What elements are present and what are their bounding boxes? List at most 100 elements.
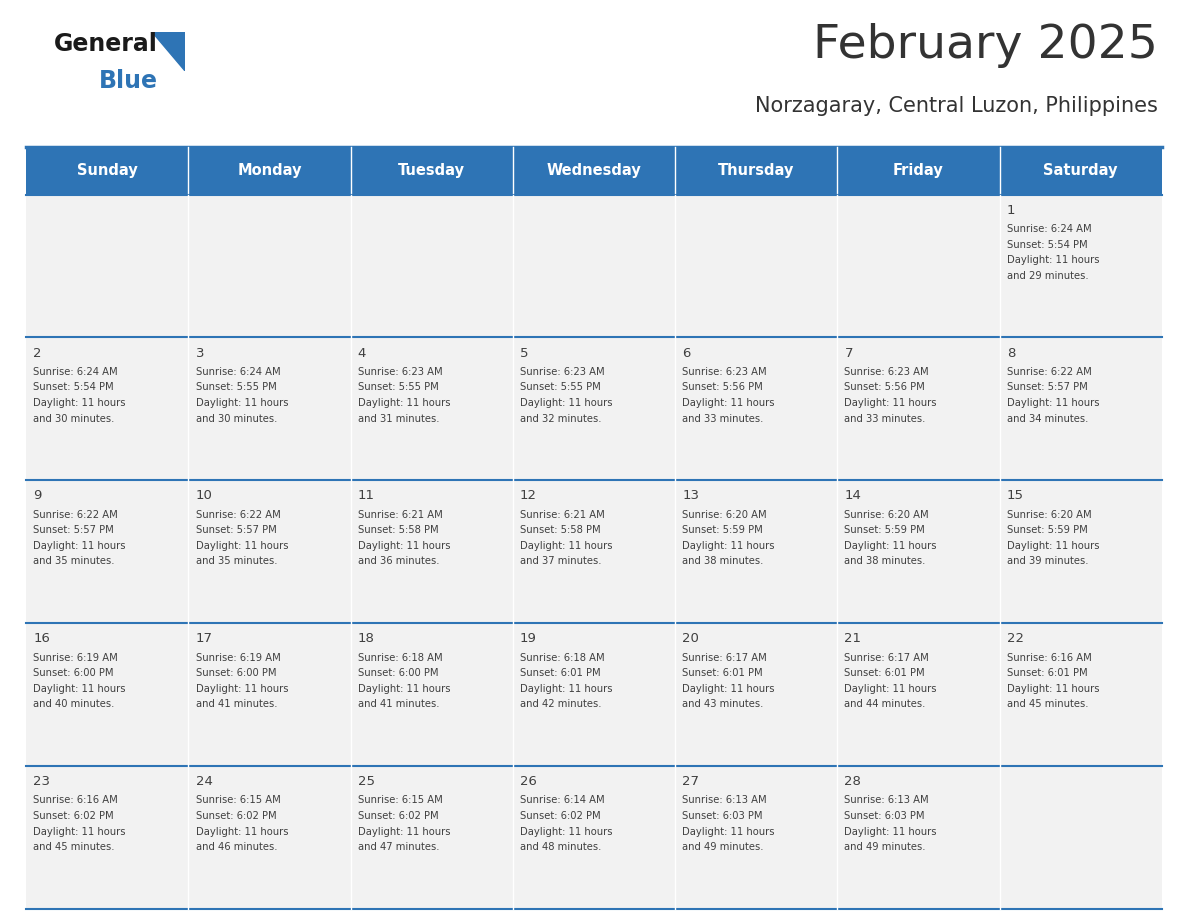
Text: 24: 24	[196, 775, 213, 789]
Text: and 32 minutes.: and 32 minutes.	[520, 414, 601, 423]
Text: Daylight: 11 hours: Daylight: 11 hours	[1006, 684, 1099, 694]
Text: Daylight: 11 hours: Daylight: 11 hours	[1006, 398, 1099, 408]
Text: 9: 9	[33, 489, 42, 502]
Text: Daylight: 11 hours: Daylight: 11 hours	[682, 684, 775, 694]
Text: Sunset: 5:57 PM: Sunset: 5:57 PM	[33, 525, 114, 535]
Text: Sunrise: 6:20 AM: Sunrise: 6:20 AM	[1006, 509, 1092, 520]
Text: 7: 7	[845, 347, 853, 360]
Text: Sunset: 6:01 PM: Sunset: 6:01 PM	[682, 668, 763, 678]
Text: Friday: Friday	[893, 163, 944, 178]
Text: Daylight: 11 hours: Daylight: 11 hours	[1006, 541, 1099, 551]
Text: 1: 1	[1006, 204, 1016, 217]
Text: Sunset: 5:54 PM: Sunset: 5:54 PM	[1006, 240, 1087, 250]
Text: 19: 19	[520, 633, 537, 645]
Text: Wednesday: Wednesday	[546, 163, 642, 178]
Text: Daylight: 11 hours: Daylight: 11 hours	[682, 541, 775, 551]
Text: Daylight: 11 hours: Daylight: 11 hours	[520, 541, 613, 551]
Text: Sunset: 6:01 PM: Sunset: 6:01 PM	[845, 668, 925, 678]
Text: Sunset: 6:03 PM: Sunset: 6:03 PM	[682, 811, 763, 821]
Text: and 47 minutes.: and 47 minutes.	[358, 842, 440, 852]
Text: Daylight: 11 hours: Daylight: 11 hours	[682, 826, 775, 836]
Text: Daylight: 11 hours: Daylight: 11 hours	[520, 826, 613, 836]
Text: Sunrise: 6:22 AM: Sunrise: 6:22 AM	[33, 509, 118, 520]
Text: and 44 minutes.: and 44 minutes.	[845, 700, 925, 710]
Text: 10: 10	[196, 489, 213, 502]
Text: and 38 minutes.: and 38 minutes.	[845, 556, 925, 566]
Text: Daylight: 11 hours: Daylight: 11 hours	[845, 541, 937, 551]
Text: Sunrise: 6:24 AM: Sunrise: 6:24 AM	[33, 367, 118, 376]
Text: and 43 minutes.: and 43 minutes.	[682, 700, 764, 710]
Text: Sunrise: 6:19 AM: Sunrise: 6:19 AM	[33, 653, 118, 663]
Text: Daylight: 11 hours: Daylight: 11 hours	[196, 826, 287, 836]
Text: Daylight: 11 hours: Daylight: 11 hours	[358, 684, 450, 694]
Text: Daylight: 11 hours: Daylight: 11 hours	[682, 398, 775, 408]
Text: Daylight: 11 hours: Daylight: 11 hours	[520, 398, 613, 408]
Text: Sunrise: 6:24 AM: Sunrise: 6:24 AM	[1006, 224, 1092, 234]
Text: and 40 minutes.: and 40 minutes.	[33, 700, 114, 710]
Text: Sunset: 5:55 PM: Sunset: 5:55 PM	[196, 383, 277, 392]
Text: and 37 minutes.: and 37 minutes.	[520, 556, 601, 566]
Text: Sunrise: 6:23 AM: Sunrise: 6:23 AM	[682, 367, 767, 376]
Text: Saturday: Saturday	[1043, 163, 1118, 178]
Text: and 45 minutes.: and 45 minutes.	[1006, 700, 1088, 710]
Text: Sunrise: 6:14 AM: Sunrise: 6:14 AM	[520, 795, 605, 805]
Text: Daylight: 11 hours: Daylight: 11 hours	[358, 398, 450, 408]
Text: Sunrise: 6:18 AM: Sunrise: 6:18 AM	[520, 653, 605, 663]
Text: 15: 15	[1006, 489, 1024, 502]
Text: Sunset: 5:55 PM: Sunset: 5:55 PM	[358, 383, 438, 392]
Text: Sunrise: 6:23 AM: Sunrise: 6:23 AM	[358, 367, 442, 376]
Text: Sunrise: 6:16 AM: Sunrise: 6:16 AM	[33, 795, 118, 805]
Text: and 41 minutes.: and 41 minutes.	[358, 700, 440, 710]
Text: Sunset: 5:58 PM: Sunset: 5:58 PM	[520, 525, 601, 535]
Text: Sunset: 5:59 PM: Sunset: 5:59 PM	[682, 525, 763, 535]
Text: Sunset: 6:00 PM: Sunset: 6:00 PM	[358, 668, 438, 678]
Text: 23: 23	[33, 775, 50, 789]
Text: Sunrise: 6:21 AM: Sunrise: 6:21 AM	[520, 509, 605, 520]
Text: Sunset: 6:01 PM: Sunset: 6:01 PM	[520, 668, 601, 678]
Text: Daylight: 11 hours: Daylight: 11 hours	[520, 684, 613, 694]
Text: and 41 minutes.: and 41 minutes.	[196, 700, 277, 710]
Text: Daylight: 11 hours: Daylight: 11 hours	[358, 826, 450, 836]
Text: 6: 6	[682, 347, 690, 360]
Text: 17: 17	[196, 633, 213, 645]
Text: 27: 27	[682, 775, 700, 789]
Text: 4: 4	[358, 347, 366, 360]
Text: Daylight: 11 hours: Daylight: 11 hours	[33, 826, 126, 836]
Text: Monday: Monday	[238, 163, 302, 178]
Text: Sunset: 5:57 PM: Sunset: 5:57 PM	[1006, 383, 1087, 392]
Text: 22: 22	[1006, 633, 1024, 645]
Text: Sunset: 5:55 PM: Sunset: 5:55 PM	[520, 383, 601, 392]
Text: 5: 5	[520, 347, 529, 360]
Text: Daylight: 11 hours: Daylight: 11 hours	[358, 541, 450, 551]
Text: Sunset: 6:02 PM: Sunset: 6:02 PM	[196, 811, 276, 821]
Text: Daylight: 11 hours: Daylight: 11 hours	[33, 684, 126, 694]
Text: Sunset: 5:56 PM: Sunset: 5:56 PM	[682, 383, 763, 392]
Text: Sunset: 6:02 PM: Sunset: 6:02 PM	[358, 811, 438, 821]
Text: 14: 14	[845, 489, 861, 502]
Text: Daylight: 11 hours: Daylight: 11 hours	[196, 684, 287, 694]
Text: Sunrise: 6:22 AM: Sunrise: 6:22 AM	[1006, 367, 1092, 376]
Text: Sunset: 5:54 PM: Sunset: 5:54 PM	[33, 383, 114, 392]
Text: Sunrise: 6:16 AM: Sunrise: 6:16 AM	[1006, 653, 1092, 663]
Text: 12: 12	[520, 489, 537, 502]
Text: Sunrise: 6:23 AM: Sunrise: 6:23 AM	[520, 367, 605, 376]
Text: Sunset: 5:58 PM: Sunset: 5:58 PM	[358, 525, 438, 535]
Text: Sunset: 6:02 PM: Sunset: 6:02 PM	[520, 811, 601, 821]
Text: Sunset: 6:00 PM: Sunset: 6:00 PM	[33, 668, 114, 678]
Text: Sunrise: 6:17 AM: Sunrise: 6:17 AM	[682, 653, 767, 663]
Text: 28: 28	[845, 775, 861, 789]
Text: Sunrise: 6:24 AM: Sunrise: 6:24 AM	[196, 367, 280, 376]
Text: Sunset: 6:01 PM: Sunset: 6:01 PM	[1006, 668, 1087, 678]
Text: Sunrise: 6:13 AM: Sunrise: 6:13 AM	[682, 795, 767, 805]
Text: and 33 minutes.: and 33 minutes.	[845, 414, 925, 423]
Text: Daylight: 11 hours: Daylight: 11 hours	[1006, 255, 1099, 265]
Text: Daylight: 11 hours: Daylight: 11 hours	[33, 398, 126, 408]
Text: Sunset: 5:56 PM: Sunset: 5:56 PM	[845, 383, 925, 392]
Text: Daylight: 11 hours: Daylight: 11 hours	[845, 826, 937, 836]
Text: and 33 minutes.: and 33 minutes.	[682, 414, 764, 423]
Text: Sunset: 5:59 PM: Sunset: 5:59 PM	[845, 525, 925, 535]
Text: 20: 20	[682, 633, 699, 645]
Text: and 30 minutes.: and 30 minutes.	[196, 414, 277, 423]
Text: and 45 minutes.: and 45 minutes.	[33, 842, 115, 852]
Text: and 30 minutes.: and 30 minutes.	[33, 414, 114, 423]
